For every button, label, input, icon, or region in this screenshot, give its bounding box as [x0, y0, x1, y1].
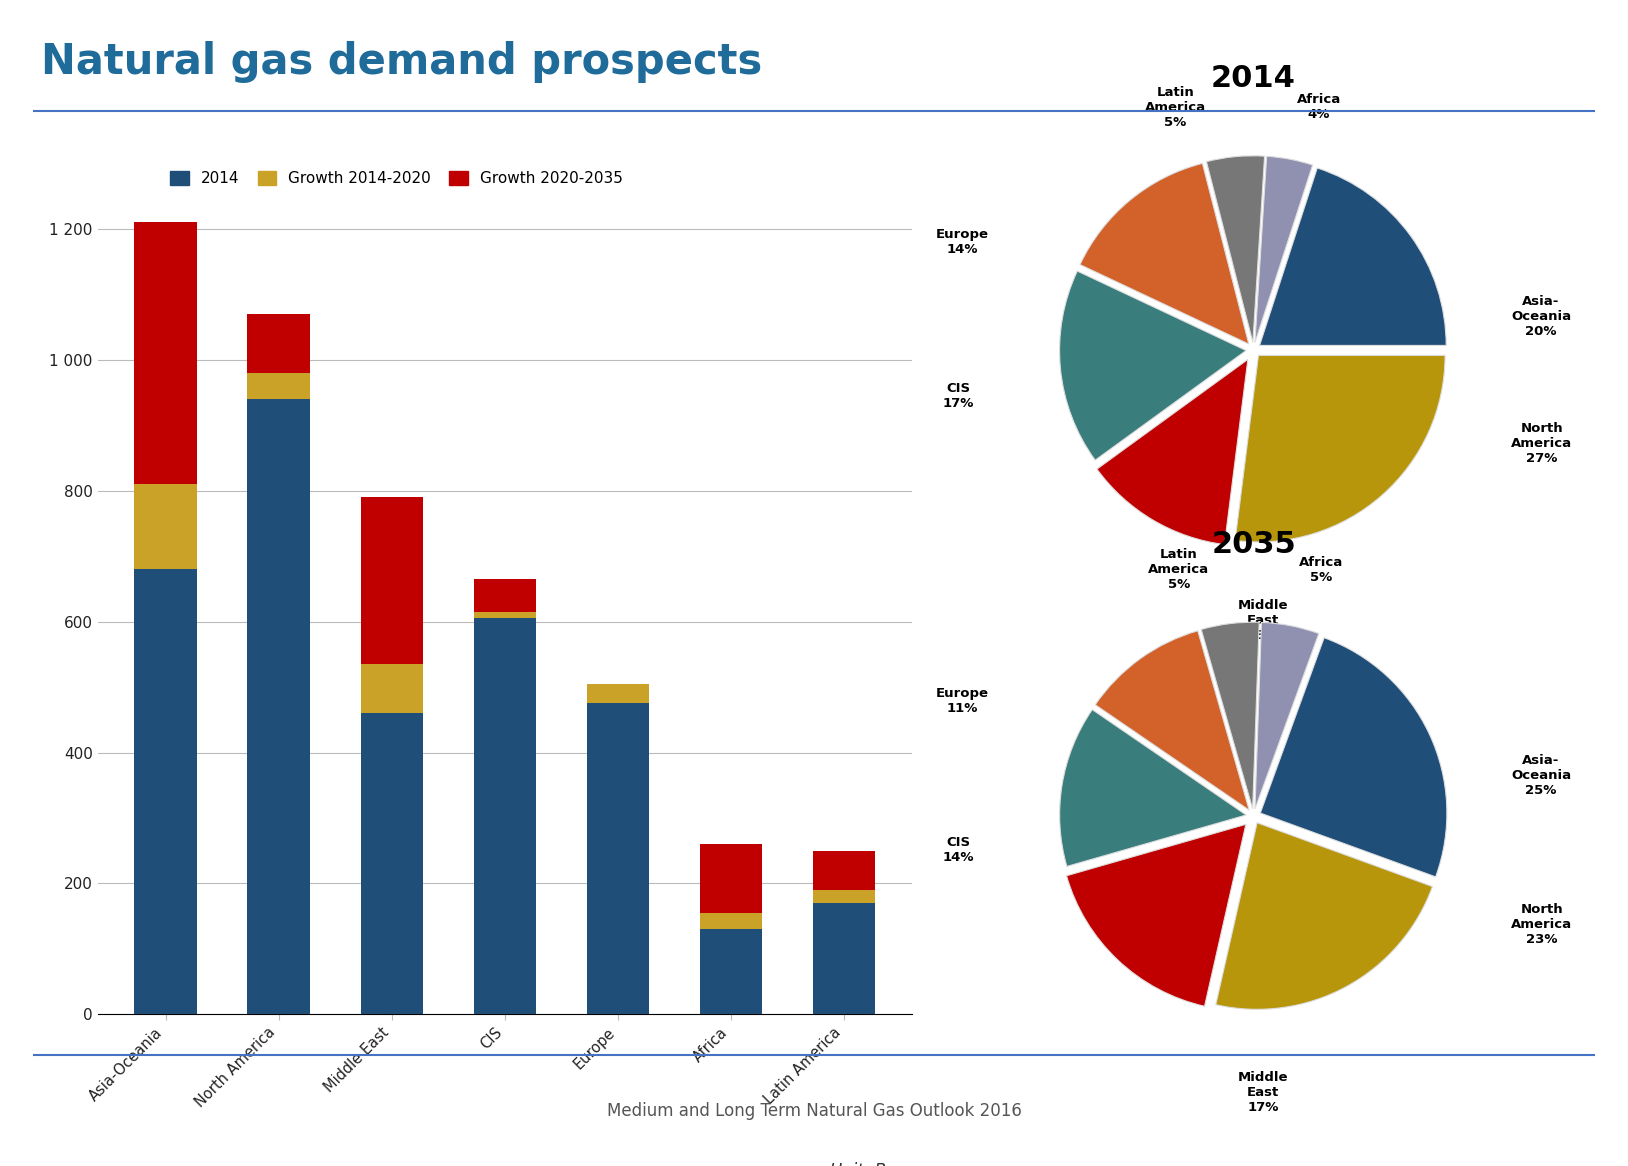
Text: Europe
11%: Europe 11%: [936, 687, 988, 715]
Bar: [247, 314, 309, 373]
Bar: [812, 890, 874, 904]
Bar: [812, 851, 874, 890]
Text: CIS
17%: CIS 17%: [943, 382, 974, 410]
Wedge shape: [1236, 356, 1446, 542]
Wedge shape: [1201, 623, 1258, 809]
Wedge shape: [1079, 163, 1249, 344]
Wedge shape: [1216, 823, 1433, 1010]
Bar: [474, 580, 536, 612]
Bar: [135, 569, 197, 1014]
Text: Latin
America
5%: Latin America 5%: [1148, 548, 1210, 591]
Text: Unit: Bcm: Unit: Bcm: [830, 1163, 912, 1166]
Bar: [360, 714, 423, 1014]
Bar: [360, 497, 423, 665]
Text: Medium and Long Term Natural Gas Outlook 2016: Medium and Long Term Natural Gas Outlook…: [607, 1102, 1021, 1119]
Wedge shape: [1097, 359, 1247, 545]
Text: Middle
East
13%: Middle East 13%: [1237, 599, 1288, 641]
Text: Latin
America
5%: Latin America 5%: [1144, 86, 1206, 128]
Wedge shape: [1060, 710, 1245, 866]
Text: CIS
14%: CIS 14%: [943, 836, 974, 864]
Text: Africa
4%: Africa 4%: [1298, 93, 1341, 121]
Text: Africa
5%: Africa 5%: [1299, 556, 1343, 584]
Wedge shape: [1066, 824, 1245, 1006]
Bar: [700, 929, 762, 1014]
Bar: [474, 618, 536, 1014]
Bar: [700, 913, 762, 929]
Wedge shape: [1260, 638, 1447, 877]
Wedge shape: [1260, 168, 1446, 345]
Text: Asia-
Oceania
25%: Asia- Oceania 25%: [1511, 753, 1571, 796]
Bar: [135, 484, 197, 569]
Text: Middle
East
17%: Middle East 17%: [1237, 1070, 1288, 1114]
Bar: [247, 373, 309, 399]
Wedge shape: [1060, 271, 1245, 461]
Legend: 2014, Growth 2014-2020, Growth 2020-2035: 2014, Growth 2014-2020, Growth 2020-2035: [171, 171, 624, 185]
Bar: [700, 844, 762, 913]
Text: Europe
14%: Europe 14%: [936, 227, 988, 255]
Title: 2014: 2014: [1211, 64, 1296, 93]
Bar: [586, 683, 650, 703]
Text: North
America
27%: North America 27%: [1511, 422, 1573, 464]
Bar: [586, 703, 650, 1014]
Bar: [135, 223, 197, 484]
Bar: [247, 399, 309, 1014]
Wedge shape: [1096, 631, 1249, 810]
Bar: [474, 612, 536, 618]
Wedge shape: [1255, 623, 1319, 809]
Bar: [812, 904, 874, 1014]
Text: North
America
23%: North America 23%: [1511, 902, 1573, 946]
Text: Natural gas demand prospects: Natural gas demand prospects: [41, 41, 762, 83]
Wedge shape: [1255, 156, 1312, 343]
Wedge shape: [1206, 156, 1265, 343]
Text: Asia-
Oceania
20%: Asia- Oceania 20%: [1511, 295, 1571, 338]
Title: 2035: 2035: [1211, 531, 1296, 560]
Bar: [360, 665, 423, 714]
